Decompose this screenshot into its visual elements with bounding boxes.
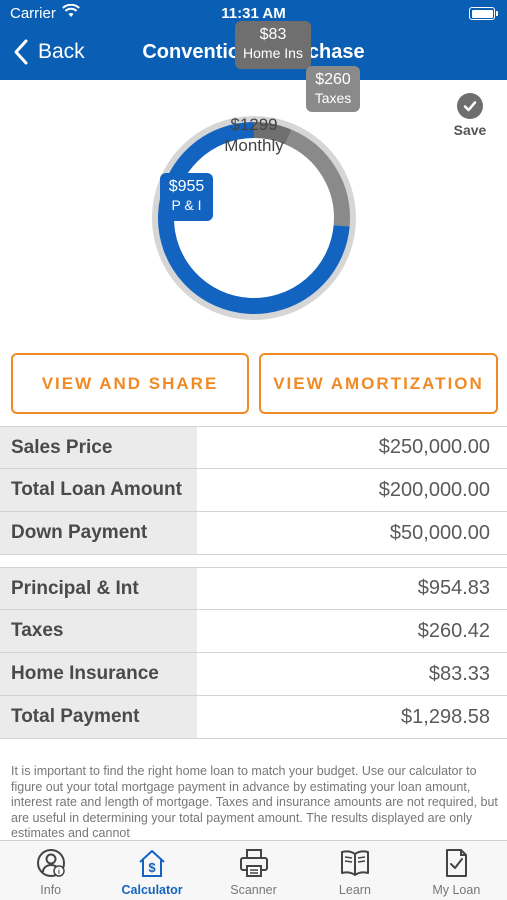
row-label: Taxes xyxy=(0,610,197,652)
table-row: Principal & Int $954.83 xyxy=(0,567,507,610)
payment-chart xyxy=(0,80,507,345)
house-dollar-icon: $ xyxy=(139,850,165,877)
donut-slice-taxes xyxy=(285,129,350,227)
view-amortization-button[interactable]: VIEW AMORTIZATION xyxy=(259,353,498,414)
tab-learn[interactable]: Learn xyxy=(304,841,405,900)
payment-breakdown-table: Principal & Int $954.83 Taxes $260.42 Ho… xyxy=(0,567,507,739)
tab-calculator-label: Calculator xyxy=(121,883,183,897)
printer-icon xyxy=(239,849,268,877)
carrier-label: Carrier xyxy=(10,5,56,22)
row-value: $1,298.58 xyxy=(401,705,490,728)
table-row: Sales Price $250,000.00 xyxy=(0,426,507,469)
row-value: $250,000.00 xyxy=(378,436,490,458)
tab-my-loan[interactable]: My Loan xyxy=(406,841,507,900)
row-value: $83.33 xyxy=(428,662,490,685)
monthly-amount: $1299 xyxy=(230,115,278,134)
donut-chart xyxy=(152,116,356,320)
info-person-icon: i xyxy=(36,849,65,877)
row-label: Total Loan Amount xyxy=(0,469,197,511)
chip-taxes-value: $260 xyxy=(315,71,351,88)
battery-icon xyxy=(469,7,498,20)
back-label: Back xyxy=(38,40,85,63)
monthly-label: Monthly xyxy=(224,136,284,155)
table-row: Taxes $260.42 xyxy=(0,610,507,653)
back-button[interactable]: Back xyxy=(12,38,85,66)
checkmark-icon xyxy=(457,93,483,119)
chip-taxes: $260 Taxes xyxy=(306,66,360,112)
table-row: Total Payment $1,298.58 xyxy=(0,696,507,739)
row-value: $50,000.00 xyxy=(389,521,490,544)
tab-my-loan-label: My Loan xyxy=(432,883,481,897)
chip-pi-value: $955 xyxy=(168,178,205,195)
chevron-left-icon xyxy=(14,39,28,65)
chip-home-ins-value: $83 xyxy=(259,26,287,43)
checklist-document-icon xyxy=(446,849,468,877)
tab-scanner[interactable]: Scanner xyxy=(203,841,304,900)
chip-taxes-name: Taxes xyxy=(314,90,352,106)
chip-pi-name: P & I xyxy=(171,197,202,213)
row-value: $260.42 xyxy=(417,619,490,642)
tab-scanner-label: Scanner xyxy=(230,883,277,897)
book-icon xyxy=(340,850,369,876)
wifi-icon xyxy=(62,4,80,17)
row-label: Total Payment xyxy=(0,696,197,738)
tab-bar: i Info $ Calculator Scanner Learn xyxy=(0,840,507,900)
save-label: Save xyxy=(453,122,487,138)
donut-slice-p-i xyxy=(158,122,350,314)
donut-slice-home-ins xyxy=(253,122,292,145)
chip-pi: $955 P & I xyxy=(160,173,213,221)
svg-text:i: i xyxy=(58,869,60,876)
row-label: Down Payment xyxy=(0,512,197,554)
chip-home-ins-name: Home Ins xyxy=(243,45,303,61)
table-row: Total Loan Amount $200,000.00 xyxy=(0,469,507,512)
view-and-share-button[interactable]: VIEW AND SHARE xyxy=(11,353,249,414)
status-time: 11:31 AM xyxy=(221,5,286,22)
loan-summary-table: Sales Price $250,000.00 Total Loan Amoun… xyxy=(0,426,507,555)
tab-calculator[interactable]: $ Calculator xyxy=(101,841,202,900)
save-button[interactable]: Save xyxy=(446,93,494,138)
row-label: Home Insurance xyxy=(0,653,197,695)
tab-info[interactable]: i Info xyxy=(0,841,101,900)
svg-text:$: $ xyxy=(148,860,156,875)
row-label: Principal & Int xyxy=(0,568,197,609)
table-row: Home Insurance $83.33 xyxy=(0,653,507,696)
disclaimer-text: It is important to find the right home l… xyxy=(11,764,498,840)
tab-learn-label: Learn xyxy=(338,883,371,897)
row-value: $954.83 xyxy=(417,577,490,599)
chart-center-label: $1299 Monthly xyxy=(196,114,312,156)
chip-home-ins: $83 Home Ins xyxy=(235,21,311,69)
table-row: Down Payment $50,000.00 xyxy=(0,512,507,555)
row-label: Sales Price xyxy=(0,427,197,468)
row-value: $200,000.00 xyxy=(378,478,490,501)
tab-info-label: Info xyxy=(40,883,62,897)
